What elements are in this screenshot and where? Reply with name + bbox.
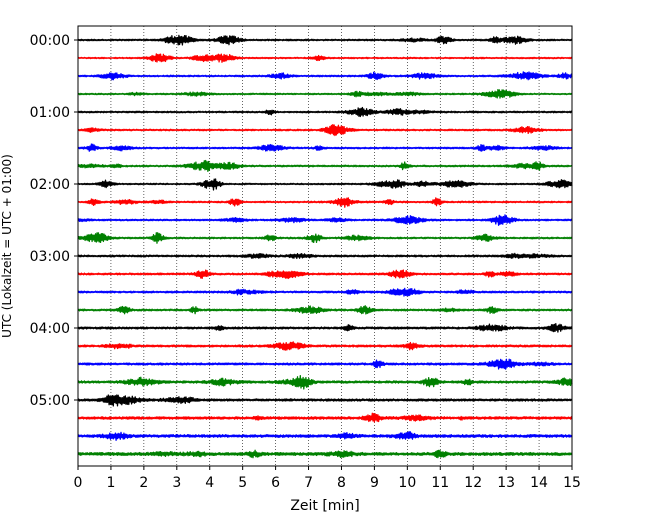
trace-04:15: [77, 341, 573, 351]
trace-00:00: [77, 34, 573, 46]
y-axis-label: UTC (Lokalzeit = UTC + 01:00): [0, 154, 14, 338]
trace-03:15: [77, 269, 573, 280]
grid-lines: [110, 26, 540, 466]
x-tick-label: 10: [398, 475, 416, 491]
x-tick-label: 7: [304, 475, 313, 491]
x-tick-label: 6: [271, 475, 280, 491]
trace-02:45: [77, 232, 573, 244]
trace-05:45: [77, 449, 573, 459]
trace-00:15: [77, 53, 573, 63]
trace-03:00: [77, 252, 573, 260]
x-tick-label: 1: [106, 475, 115, 491]
trace-00:30: [77, 71, 573, 81]
x-axis: 0 1 2 3 4 5 6 7 8 9 10 11 12 13 14 15: [74, 466, 581, 491]
x-tick-label: 13: [497, 475, 515, 491]
trace-01:15: [77, 123, 573, 137]
x-tick-label: 0: [74, 475, 83, 491]
x-tick-label: 2: [139, 475, 148, 491]
trace-01:00: [77, 106, 573, 118]
x-tick-label: 11: [431, 475, 449, 491]
traces-layer: [77, 34, 573, 459]
x-tick-label: 5: [238, 475, 247, 491]
x-axis-label: Zeit [min]: [290, 498, 359, 514]
trace-04:45: [77, 375, 573, 390]
y-tick-label: 02:00: [30, 177, 70, 193]
y-tick-label: 03:00: [30, 249, 70, 265]
trace-05:30: [77, 430, 573, 441]
x-tick-label: 8: [337, 475, 346, 491]
trace-05:15: [77, 412, 573, 423]
y-tick-label: 00:00: [30, 33, 70, 49]
y-axis: 00:00 01:00 02:00 03:00 04:00 05:00: [30, 33, 78, 409]
trace-01:30: [77, 143, 573, 152]
trace-02:15: [77, 197, 573, 208]
x-tick-label: 12: [464, 475, 482, 491]
trace-03:45: [77, 305, 573, 315]
trace-04:30: [77, 358, 573, 370]
x-tick-label: 3: [172, 475, 181, 491]
x-tick-label: 4: [205, 475, 214, 491]
y-tick-label: 04:00: [30, 321, 70, 337]
trace-05:00: [77, 394, 573, 407]
x-tick-label: 15: [563, 475, 581, 491]
trace-02:00: [77, 178, 573, 191]
trace-04:00: [77, 323, 573, 333]
trace-02:30: [77, 214, 573, 226]
trace-01:45: [77, 159, 573, 172]
x-tick-label: 14: [530, 475, 548, 491]
trace-03:30: [77, 287, 573, 297]
y-tick-label: 01:00: [30, 105, 70, 121]
x-tick-label: 9: [370, 475, 379, 491]
plot-background: [78, 26, 572, 466]
y-tick-label: 05:00: [30, 393, 70, 409]
plot-frame: [77, 25, 573, 467]
trace-00:45: [77, 89, 573, 99]
